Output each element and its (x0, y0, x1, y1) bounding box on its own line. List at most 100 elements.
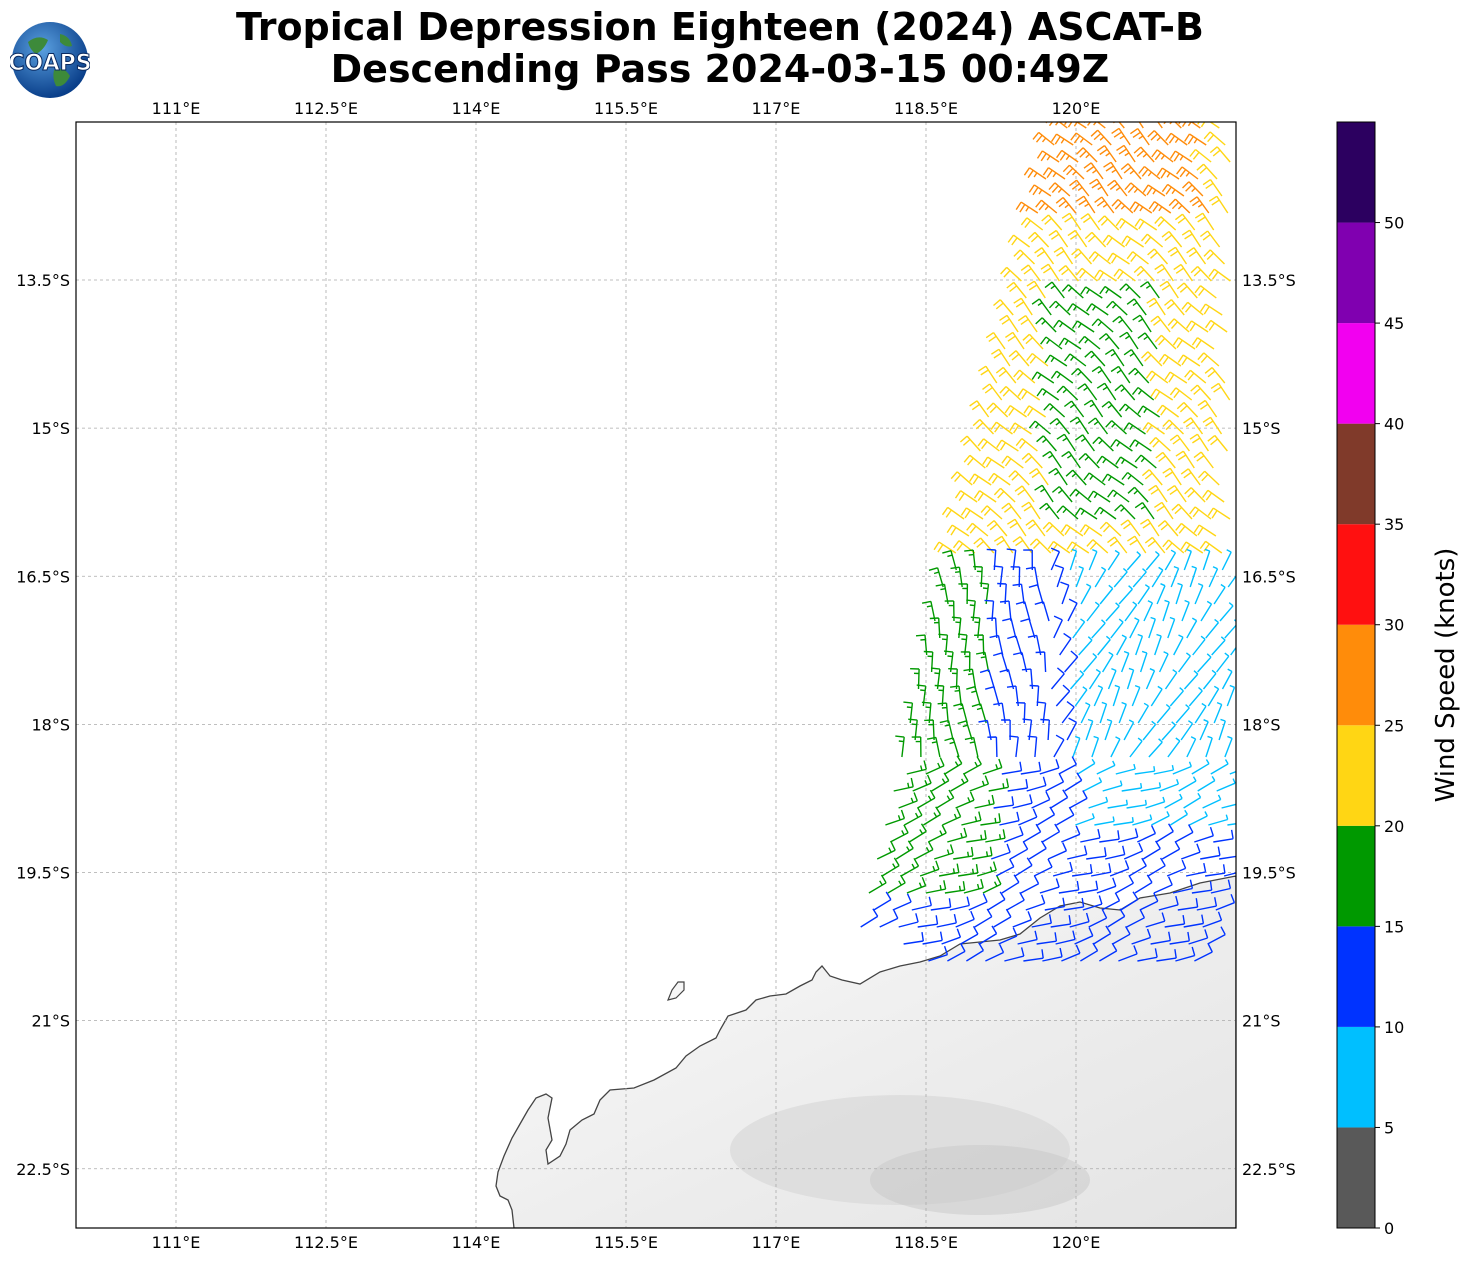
wind-barb (1145, 370, 1169, 384)
wind-barb (1213, 583, 1226, 605)
wind-barb (1208, 814, 1229, 826)
wind-barb (1169, 434, 1190, 452)
wind-barb (1044, 354, 1068, 367)
colorbar-bin (1337, 926, 1375, 1027)
wind-barb (954, 490, 978, 503)
wind-barb (1199, 719, 1209, 741)
colorbar-tick-label: 15 (1384, 917, 1404, 936)
wind-barb (1008, 470, 1030, 486)
wind-barb (1013, 651, 1028, 673)
wind-barb (1059, 632, 1072, 656)
wind-barb (1015, 601, 1031, 622)
wind-barb (1173, 634, 1184, 656)
wind-barb (1132, 314, 1152, 333)
wind-barb (1139, 281, 1160, 299)
lat-tick-label-left: 16.5°S (16, 567, 70, 586)
wind-barb (1183, 670, 1199, 690)
wind-barb (1091, 619, 1106, 639)
wind-barb (1056, 149, 1079, 163)
wind-barb (1012, 911, 1032, 928)
colorbar-tick-label: 30 (1384, 616, 1404, 635)
wind-barb (1087, 417, 1109, 435)
lat-tick-label-left: 21°S (31, 1012, 70, 1031)
wind-barb (1075, 267, 1098, 282)
wind-barb (1158, 651, 1169, 673)
wind-barb (1161, 721, 1176, 741)
wind-barb (998, 927, 1018, 945)
wind-barb (993, 908, 1012, 928)
wind-barb (1221, 803, 1236, 809)
wind-barb (997, 582, 1007, 605)
wind-barb (985, 829, 1006, 843)
wind-barb (1094, 196, 1115, 214)
wind-barb (963, 756, 982, 775)
wind-barb (1159, 779, 1180, 792)
wind-barb (892, 893, 912, 911)
globe-logo-icon: COAPS (8, 22, 92, 98)
wind-barb (1205, 735, 1213, 758)
wind-barb (1208, 195, 1229, 214)
wind-barb (1218, 718, 1226, 741)
wind-barb (1121, 235, 1144, 248)
wind-barb (1036, 435, 1057, 452)
wind-barb (1207, 434, 1228, 452)
wind-barb (1140, 518, 1160, 537)
wind-barb (1040, 336, 1063, 350)
wind-barb (1207, 926, 1226, 945)
wind-barb (1096, 877, 1117, 894)
wind-barb (1026, 352, 1049, 367)
wind-barb (1188, 929, 1209, 945)
wind-barb (1017, 930, 1038, 945)
wind-barb (1194, 212, 1215, 231)
wind-barb (1069, 416, 1090, 435)
wind-barb (1099, 584, 1114, 605)
wind-barb (1170, 809, 1188, 826)
wind-barb (1078, 335, 1101, 350)
wind-barb (1023, 949, 1044, 962)
wind-barb (1137, 405, 1160, 418)
wind-barb (995, 858, 1015, 877)
wind-barb (1190, 384, 1212, 401)
wind-barb (1099, 701, 1108, 724)
wind-barb (1116, 634, 1128, 656)
wind-barb (922, 931, 943, 945)
wind-barb (942, 550, 957, 571)
wind-barb (1184, 487, 1206, 503)
wind-barb (1005, 331, 1025, 350)
wind-barb (1126, 667, 1135, 690)
wind-barb (906, 760, 927, 775)
lon-tick-label-top: 114°E (452, 99, 501, 118)
wind-barb (1175, 704, 1190, 724)
wind-barb (1101, 892, 1121, 911)
wind-barb (1120, 163, 1142, 180)
wind-barb (1080, 828, 1101, 843)
wind-barb (1025, 566, 1039, 588)
wind-barb (1148, 201, 1172, 214)
wind-barb (1083, 652, 1098, 673)
wind-barb (1061, 825, 1081, 843)
wind-barb (1028, 420, 1051, 435)
wind-barb (1191, 759, 1210, 775)
wind-barb (1126, 551, 1142, 571)
colorbar-tick-label: 35 (1384, 515, 1404, 534)
wind-barb (1096, 145, 1117, 163)
wind-barb (1007, 234, 1031, 248)
wind-barb (1123, 349, 1144, 367)
wind-barb (1048, 300, 1071, 316)
wind-barb (987, 736, 998, 758)
wind-barb (1148, 738, 1163, 758)
wind-barb (936, 789, 955, 809)
wind-barb (1221, 549, 1232, 571)
wind-barb (1017, 315, 1038, 333)
wind-barb (1111, 127, 1131, 146)
wind-barb (1004, 405, 1027, 418)
wind-barb (1161, 840, 1181, 860)
wind-barb (1169, 150, 1193, 163)
wind-barb (1172, 337, 1196, 350)
wind-barb (928, 945, 949, 962)
wind-barb (996, 439, 1019, 452)
wind-barb (1142, 720, 1157, 741)
wind-barb (1061, 284, 1084, 299)
wind-barb (1171, 503, 1193, 520)
wind-barb (979, 925, 998, 945)
